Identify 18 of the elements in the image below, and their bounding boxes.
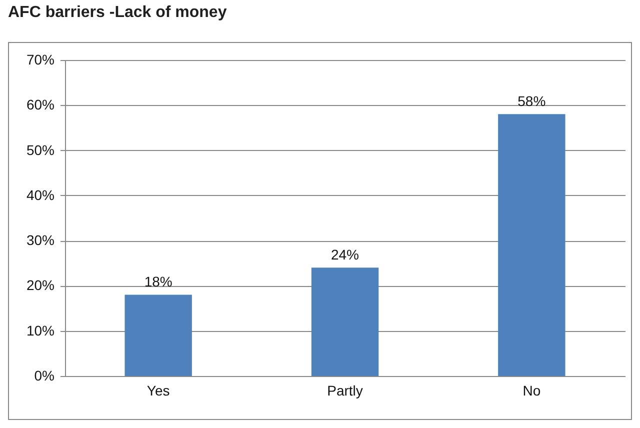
data-label: 18% bbox=[144, 274, 172, 290]
bar bbox=[311, 268, 379, 376]
x-tick-label: No bbox=[522, 382, 541, 398]
y-tick-label: 60% bbox=[26, 96, 54, 113]
y-tick-label: 20% bbox=[26, 277, 54, 294]
y-tick-label: 0% bbox=[34, 368, 54, 384]
data-label: 24% bbox=[330, 246, 360, 263]
y-tick-label: 50% bbox=[26, 142, 54, 158]
y-tick-label: 70% bbox=[26, 52, 54, 68]
x-tick-label: Yes bbox=[146, 382, 170, 398]
x-tick-label: Partly bbox=[327, 382, 363, 398]
chart-title: AFC barriers -Lack of money bbox=[8, 4, 227, 22]
bar bbox=[124, 294, 192, 376]
y-tick-label: 40% bbox=[26, 186, 54, 203]
y-tick-label: 30% bbox=[26, 232, 54, 248]
y-tick-label: 10% bbox=[26, 322, 54, 338]
data-label: 58% bbox=[518, 93, 546, 110]
bar bbox=[498, 114, 566, 376]
